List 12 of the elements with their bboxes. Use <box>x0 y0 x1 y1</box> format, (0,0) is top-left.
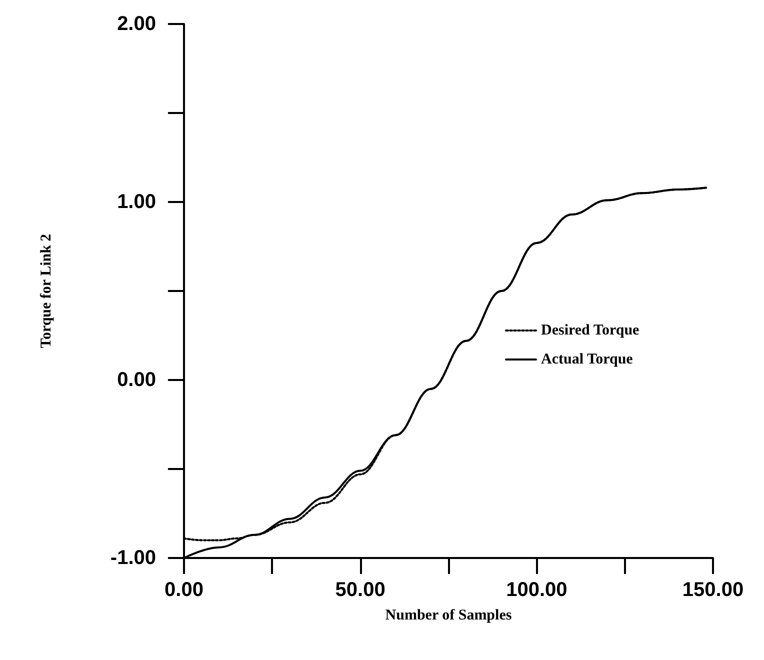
x-tick-label: 0.00 <box>164 579 204 601</box>
x-tick-label: 100.00 <box>506 579 568 601</box>
y-tick-label: -1.00 <box>110 547 156 569</box>
y-tick-label: 0.00 <box>117 369 156 391</box>
y-tick-label: 1.00 <box>117 191 156 213</box>
y-axis-title: Torque for Link 2 <box>38 234 54 348</box>
x-tick-label: 50.00 <box>335 579 386 601</box>
legend-label: Desired Torque <box>541 322 640 338</box>
x-tick-label: 150.00 <box>682 579 744 601</box>
x-axis-title: Number of Samples <box>385 608 512 624</box>
legend-label: Actual Torque <box>541 352 634 368</box>
y-tick-label: 2.00 <box>117 13 156 35</box>
